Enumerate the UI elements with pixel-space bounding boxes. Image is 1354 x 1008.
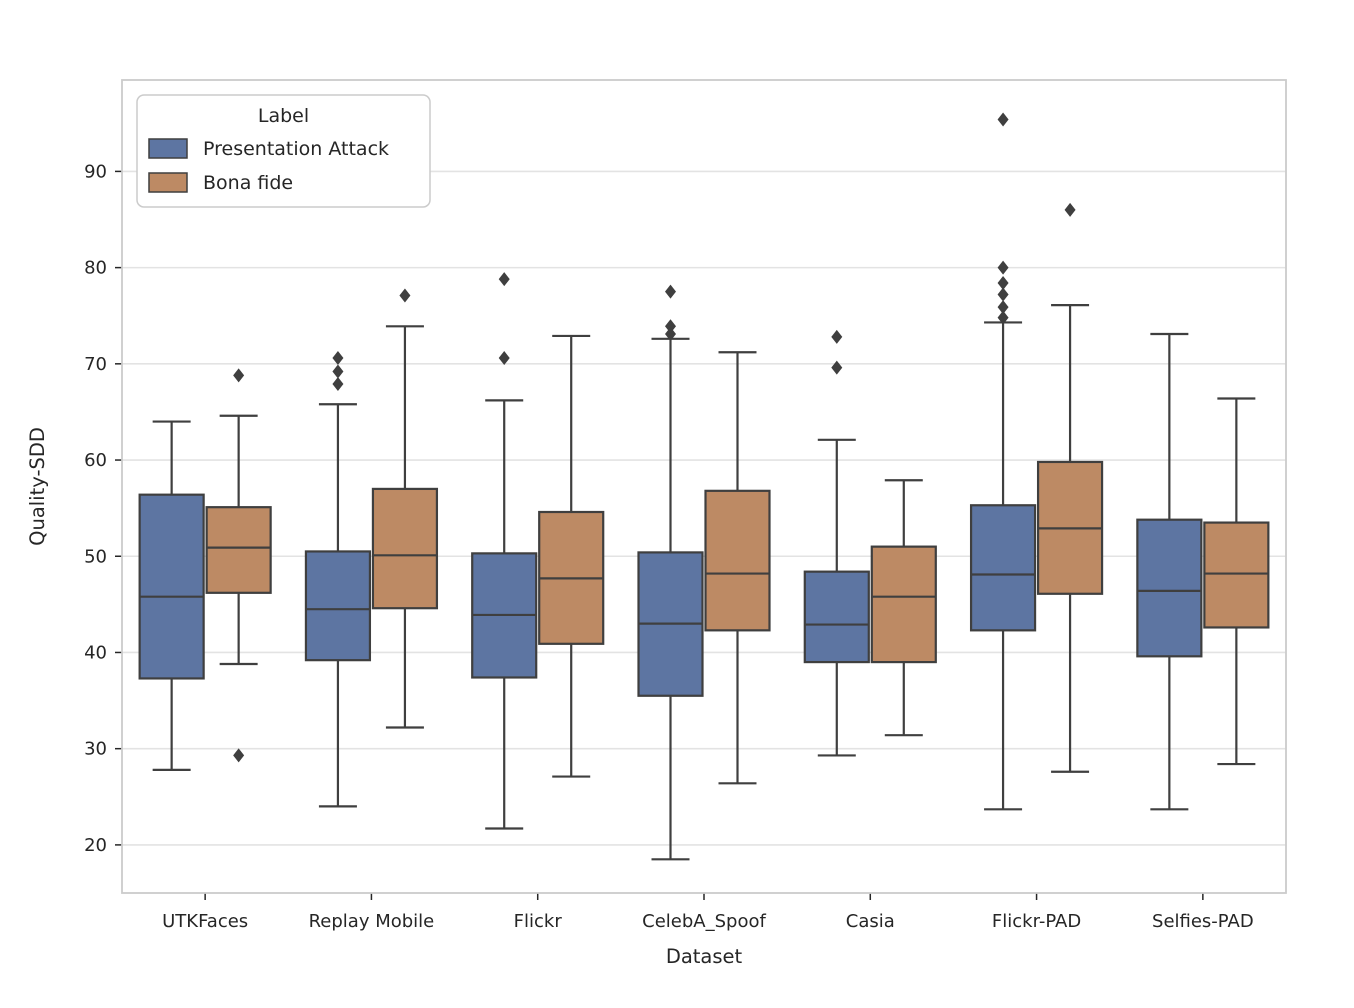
- outlier-diamond: [831, 360, 843, 375]
- box-bona-fide-utkfaces: [205, 368, 272, 763]
- box-presentation-attack-celeba_spoof: [637, 284, 704, 861]
- outlier-diamond: [233, 368, 245, 383]
- legend-swatch-1: [148, 172, 188, 193]
- outlier-diamond: [399, 288, 411, 303]
- ytick-label-60: 60: [84, 450, 107, 471]
- legend-title: Label: [258, 105, 309, 127]
- outlier-diamond: [332, 364, 344, 379]
- y-axis-title: Quality-SDD: [26, 427, 49, 546]
- outlier-diamond: [997, 300, 1009, 315]
- ytick-label-20: 20: [84, 835, 107, 856]
- box-presentation-attack-replay-mobile: [304, 351, 372, 808]
- xtick-label-4: Casia: [846, 911, 895, 932]
- outlier-diamond: [332, 377, 344, 392]
- outlier-diamond: [665, 319, 676, 334]
- outlier-diamond: [233, 748, 245, 763]
- iqr-box: [704, 489, 771, 632]
- iqr-box: [371, 487, 439, 610]
- xtick-label-1: Replay Mobile: [309, 911, 435, 932]
- box-bona-fide-flickr: [538, 334, 605, 778]
- box-presentation-attack-flickr-pad: [969, 112, 1037, 811]
- ytick-label-30: 30: [84, 739, 107, 760]
- xtick-label-5: Flickr-PAD: [992, 911, 1081, 932]
- iqr-box: [205, 506, 272, 594]
- plot-border: [121, 79, 1287, 894]
- box-bona-fide-casia: [870, 479, 937, 737]
- box-bona-fide-flickr-pad: [1036, 202, 1104, 773]
- iqr-box: [304, 550, 372, 662]
- legend-label-1: Bona fide: [203, 172, 293, 194]
- iqr-box: [1136, 518, 1203, 658]
- box-presentation-attack-casia: [803, 329, 870, 757]
- iqr-box: [138, 493, 205, 680]
- outlier-diamond: [1064, 202, 1076, 217]
- ytick-label-40: 40: [84, 642, 107, 663]
- xtick-label-2: Flickr: [514, 911, 563, 932]
- outlier-diamond: [665, 327, 676, 342]
- iqr-box: [870, 545, 937, 664]
- xtick-label-6: Selfies-PAD: [1152, 911, 1254, 932]
- iqr-box: [969, 504, 1037, 632]
- outlier-diamond: [332, 351, 344, 366]
- legend-swatch-0: [148, 138, 188, 159]
- outlier-diamond: [498, 351, 510, 366]
- outlier-diamond: [997, 310, 1009, 325]
- ytick-label-50: 50: [84, 546, 107, 567]
- box-presentation-attack-flickr: [471, 272, 538, 830]
- ytick-label-70: 70: [84, 354, 107, 375]
- outlier-diamond: [997, 260, 1009, 275]
- legend-box: [136, 94, 431, 208]
- box-presentation-attack-selfies-pad: [1136, 332, 1203, 811]
- xtick-label-0: UTKFaces: [162, 911, 248, 932]
- box-presentation-attack-utkfaces: [138, 420, 205, 771]
- outlier-diamond: [831, 329, 843, 344]
- outlier-diamond: [498, 272, 510, 287]
- xtick-label-3: CelebA_Spoof: [642, 911, 766, 932]
- iqr-box: [803, 570, 870, 664]
- outlier-diamond: [665, 284, 676, 299]
- outlier-diamond: [997, 287, 1009, 302]
- x-axis-title: Dataset: [666, 945, 743, 968]
- ytick-label-90: 90: [84, 161, 107, 182]
- iqr-box: [1203, 521, 1270, 629]
- ytick-label-80: 80: [84, 258, 107, 279]
- box-bona-fide-replay-mobile: [371, 288, 439, 729]
- legend-label-0: Presentation Attack: [203, 138, 389, 160]
- box-bona-fide-selfies-pad: [1203, 397, 1270, 766]
- outlier-diamond: [997, 276, 1009, 291]
- outlier-diamond: [997, 112, 1009, 127]
- box-bona-fide-celeba_spoof: [704, 351, 771, 785]
